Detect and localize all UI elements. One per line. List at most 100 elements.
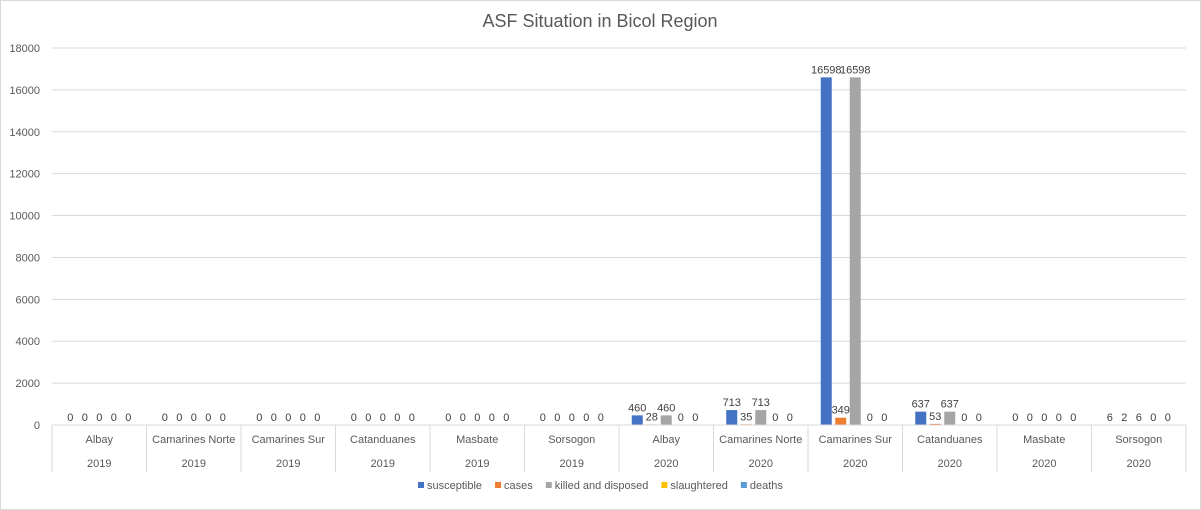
- data-label: 0: [692, 412, 698, 424]
- year-label: 2019: [87, 458, 111, 470]
- legend-swatch: [418, 482, 424, 488]
- data-label: 6: [1136, 412, 1142, 424]
- data-label: 0: [111, 412, 117, 424]
- y-tick-label: 16000: [9, 85, 40, 97]
- bar-killed-and-disposed: [755, 410, 767, 425]
- data-label: 349: [832, 405, 850, 417]
- data-label: 460: [628, 402, 646, 414]
- legend-swatch: [545, 482, 552, 488]
- gridlines: [52, 47, 1186, 384]
- data-label: 0: [82, 412, 88, 424]
- data-label: 460: [657, 402, 675, 414]
- bar-susceptible: [726, 410, 738, 425]
- data-label: 0: [554, 412, 560, 424]
- data-label: 0: [394, 412, 400, 424]
- data-label: 0: [314, 412, 320, 424]
- y-tick-label: 0: [34, 420, 40, 432]
- legend: susceptible cases killed and disposed slaug…: [418, 480, 783, 492]
- y-tick-label: 2000: [16, 378, 40, 390]
- data-label: 0: [678, 412, 684, 424]
- data-label: 0: [569, 412, 575, 424]
- data-label: 0: [300, 412, 306, 424]
- data-label: 0: [409, 412, 415, 424]
- data-label: 0: [881, 412, 887, 424]
- data-label: 0: [162, 412, 168, 424]
- bar-cases: [835, 417, 847, 425]
- data-label: 0: [1150, 412, 1156, 424]
- data-label: 2: [1121, 412, 1127, 424]
- legend-label: susceptible: [427, 480, 482, 492]
- data-label: 0: [772, 412, 778, 424]
- data-label: 0: [445, 412, 451, 424]
- data-label: 713: [752, 397, 770, 409]
- data-label: 0: [961, 412, 967, 424]
- y-tick-label: 18000: [9, 43, 40, 55]
- data-label: 0: [867, 412, 873, 424]
- bar-susceptible: [820, 77, 832, 426]
- data-label: 0: [96, 412, 102, 424]
- year-label: 2020: [1127, 458, 1151, 470]
- data-label: 0: [976, 412, 982, 424]
- bar-susceptible: [631, 415, 643, 425]
- category-label: Albay: [652, 434, 680, 446]
- bar-killed-and-disposed: [849, 77, 861, 426]
- data-label: 0: [1165, 412, 1171, 424]
- data-label: 0: [285, 412, 291, 424]
- data-label: 0: [191, 412, 197, 424]
- data-label: 0: [365, 412, 371, 424]
- y-tick-label: 12000: [9, 169, 40, 181]
- bars: [631, 77, 1145, 426]
- legend-label: cases: [504, 480, 533, 492]
- data-label: 0: [380, 412, 386, 424]
- category-label: Masbate: [1023, 434, 1065, 446]
- category-label: Masbate: [456, 434, 498, 446]
- year-label: 2019: [371, 458, 395, 470]
- data-label: 0: [125, 412, 131, 424]
- data-label: 637: [941, 399, 959, 411]
- year-label: 2019: [276, 458, 300, 470]
- category-label: Camarines Norte: [719, 434, 802, 446]
- x-axis: Albay 2019 Camarines Norte 2019 Camarines Su…: [51, 424, 1187, 472]
- legend-swatch: [740, 482, 747, 488]
- legend-swatch: [495, 482, 502, 488]
- bar-killed-and-disposed: [944, 411, 956, 425]
- category-label: Catanduanes: [917, 434, 983, 446]
- data-label: 0: [1027, 412, 1033, 424]
- data-label: 0: [1012, 412, 1018, 424]
- legend-swatch: [661, 482, 668, 488]
- y-tick-label: 4000: [16, 336, 40, 348]
- data-label: 0: [503, 412, 509, 424]
- year-label: 2020: [938, 458, 962, 470]
- y-tick-label: 14000: [9, 127, 40, 139]
- data-label: 0: [205, 412, 211, 424]
- data-label: 0: [474, 412, 480, 424]
- chart-title: ASF Situation in Bicol Region: [482, 11, 717, 31]
- data-label: 0: [1056, 412, 1062, 424]
- data-label: 16598: [811, 64, 842, 76]
- category-label: Albay: [85, 434, 113, 446]
- category-label: Catanduanes: [350, 434, 416, 446]
- data-label: 28: [646, 411, 658, 423]
- bar-cases: [929, 423, 941, 425]
- data-label: 0: [67, 412, 73, 424]
- data-label: 0: [351, 412, 357, 424]
- y-axis-ticks: 0 2000 4000 6000 8000 10000 12000 14000 16000 180…: [9, 43, 40, 432]
- category-label: Camarines Sur: [252, 434, 326, 446]
- year-label: 2020: [843, 458, 867, 470]
- data-label: 0: [583, 412, 589, 424]
- category-label: Sorsogon: [548, 434, 595, 446]
- bar-killed-and-disposed: [660, 415, 672, 425]
- data-label: 35: [740, 411, 752, 423]
- year-label: 2020: [1032, 458, 1056, 470]
- category-label: Camarines Sur: [819, 434, 893, 446]
- year-label: 2019: [560, 458, 584, 470]
- data-label: 53: [929, 411, 941, 423]
- year-label: 2019: [182, 458, 206, 470]
- data-label: 0: [598, 412, 604, 424]
- data-label: 0: [489, 412, 495, 424]
- year-label: 2019: [465, 458, 489, 470]
- bar-susceptible: [915, 411, 927, 425]
- data-label: 6: [1107, 412, 1113, 424]
- data-label: 0: [460, 412, 466, 424]
